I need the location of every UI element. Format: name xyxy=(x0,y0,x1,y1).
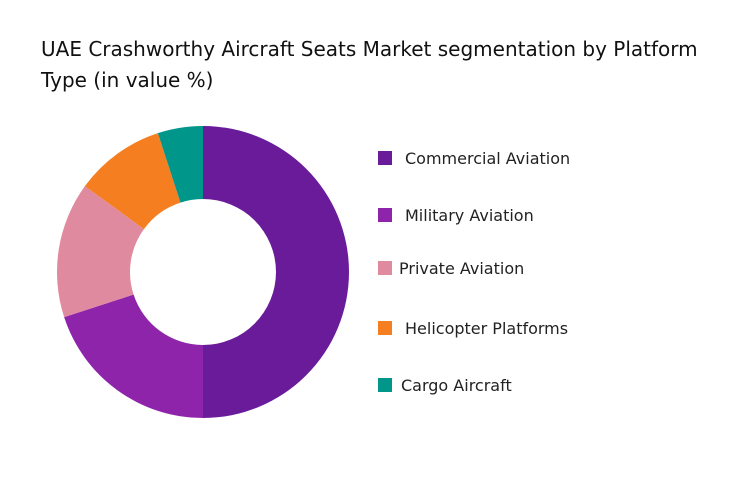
legend-swatch xyxy=(378,151,392,165)
legend-label: Cargo Aircraft xyxy=(401,375,512,395)
donut-slice-military-aviation xyxy=(64,294,203,418)
legend-label: Military Aviation xyxy=(405,205,534,225)
legend-swatch xyxy=(378,321,392,335)
chart-title: UAE Crashworthy Aircraft Seats Market se… xyxy=(41,37,698,92)
donut-slice-cargo-aircraft xyxy=(157,126,203,203)
legend-swatch xyxy=(378,261,392,275)
legend-label: Private Aviation xyxy=(399,258,525,278)
donut-svg xyxy=(56,126,349,418)
legend-item: Private Aviation xyxy=(378,256,524,280)
donut-slice-helicopter-platforms xyxy=(84,133,181,230)
legend-item: Cargo Aircraft xyxy=(378,373,512,397)
legend: Commercial Aviation Military Aviation Priv… xyxy=(378,0,718,493)
donut-slice-commercial-aviation xyxy=(203,126,349,418)
legend-swatch xyxy=(378,378,392,392)
donut-chart xyxy=(55,124,355,420)
legend-swatch xyxy=(378,208,392,222)
legend-item: Commercial Aviation xyxy=(378,146,570,170)
donut-slice-private-aviation xyxy=(56,186,144,318)
legend-label: Commercial Aviation xyxy=(405,148,571,168)
legend-item: Military Aviation xyxy=(378,203,534,227)
legend-item: Helicopter Platforms xyxy=(378,316,568,340)
legend-label: Helicopter Platforms xyxy=(405,318,569,338)
